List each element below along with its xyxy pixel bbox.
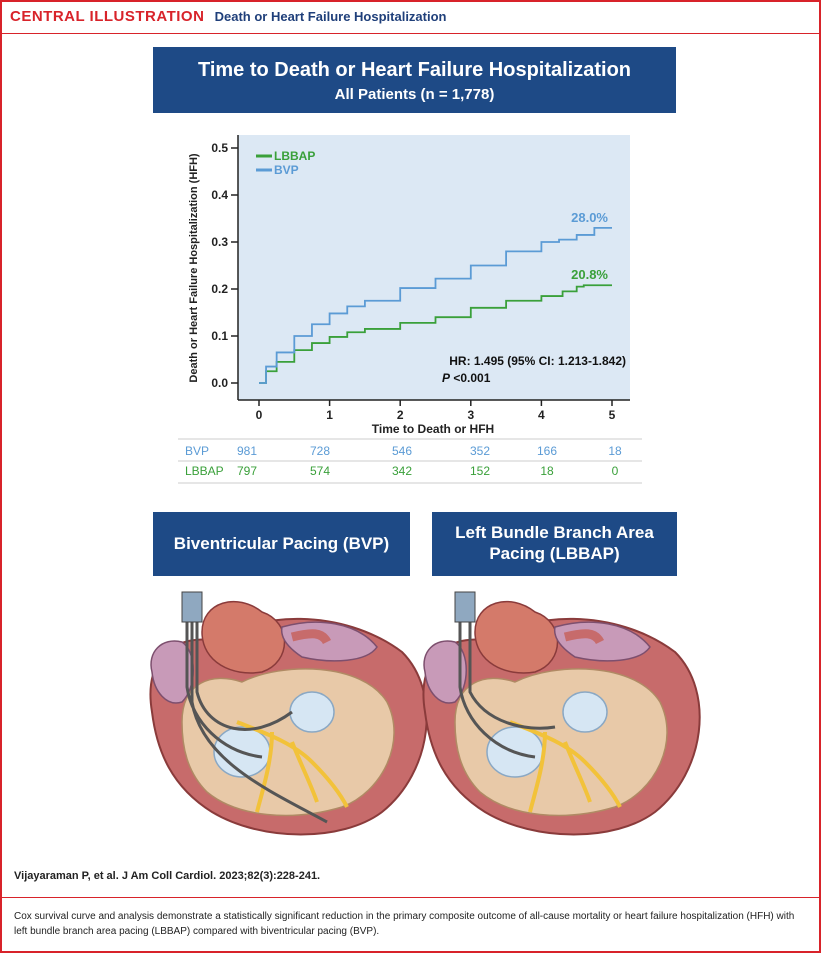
plot-background (238, 135, 630, 400)
at-risk-cell: 546 (392, 444, 412, 458)
legend-label-lbbap: LBBAP (274, 149, 315, 163)
legend-label-bvp: BVP (274, 163, 299, 177)
x-tick-label: 3 (467, 408, 474, 422)
citation: Vijayaraman P, et al. J Am Coll Cardiol.… (14, 870, 321, 882)
lbbap-panel-title: Left Bundle Branch Area Pacing (LBBAP) (432, 512, 677, 576)
lbbap-panel-title-line1: Left Bundle Branch Area (455, 523, 654, 542)
lbbap-panel-title-line2: Pacing (LBBAP) (489, 544, 620, 563)
end-label-lbbap: 20.8% (571, 267, 608, 282)
header-divider (2, 33, 819, 34)
at-risk-cell: 18 (540, 464, 554, 478)
y-tick-label: 0.1 (211, 329, 228, 343)
bvp-panel-title: Biventricular Pacing (BVP) (153, 512, 410, 576)
y-tick-label: 0.0 (211, 376, 228, 390)
series-line-lbbap (259, 284, 612, 384)
footer-divider (2, 897, 819, 898)
x-tick-label: 5 (609, 408, 616, 422)
caption: Cox survival curve and analysis demonstr… (14, 911, 795, 937)
end-label-bvp: 28.0% (571, 210, 608, 225)
header: CENTRAL ILLUSTRATION Death or Heart Fail… (10, 8, 446, 25)
p-value-annotation: P <0.001 (442, 371, 491, 385)
at-risk-row-label: BVP (185, 444, 209, 458)
at-risk-cell: 981 (237, 444, 257, 458)
at-risk-cell: 797 (237, 464, 257, 478)
y-tick-label: 0.2 (211, 282, 228, 296)
at-risk-cell: 342 (392, 464, 412, 478)
y-tick-label: 0.4 (211, 188, 228, 202)
at-risk-cell: 728 (310, 444, 330, 458)
chart-title-banner: Time to Death or Heart Failure Hospitali… (153, 47, 676, 113)
y-tick-label: 0.5 (211, 141, 228, 155)
bvp-heart-illustration (149, 591, 428, 836)
header-subtitle: Death or Heart Failure Hospitalization (214, 9, 447, 24)
at-risk-cell: 152 (470, 464, 490, 478)
at-risk-cell: 18 (608, 444, 622, 458)
x-tick-label: 4 (538, 408, 545, 422)
series-line-bvp (259, 227, 612, 384)
x-tick-label: 0 (256, 408, 263, 422)
at-risk-cell: 0 (612, 464, 619, 478)
hr-annotation: HR: 1.495 (95% CI: 1.213-1.842) (449, 354, 626, 368)
y-tick-label: 0.3 (211, 235, 228, 249)
at-risk-cell: 352 (470, 444, 490, 458)
x-axis-label: Time to Death or HFH (372, 422, 494, 436)
at-risk-cell: 166 (537, 444, 557, 458)
at-risk-cell: 574 (310, 464, 330, 478)
x-tick-label: 1 (326, 408, 333, 422)
at-risk-row-label: LBBAP (185, 464, 224, 478)
header-tag: CENTRAL ILLUSTRATION (10, 8, 205, 25)
chart-title: Time to Death or Heart Failure Hospitali… (197, 59, 632, 81)
x-tick-label: 2 (397, 408, 404, 422)
chart-subtitle: All Patients (n = 1,778) (334, 86, 495, 103)
lbbap-heart-illustration (422, 591, 701, 836)
y-axis-label: Death or Heart Failure Hospitalization (… (188, 153, 200, 383)
